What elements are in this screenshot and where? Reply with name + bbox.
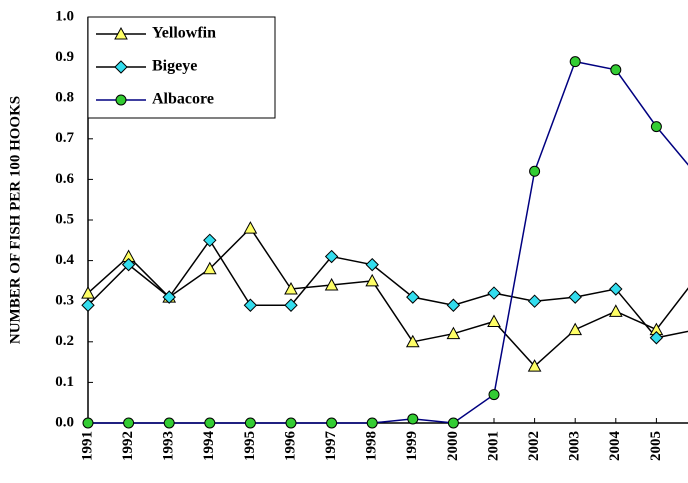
marker [243,221,258,234]
series-line [88,60,688,424]
marker [569,56,581,68]
marker [81,298,95,312]
marker [244,417,256,429]
marker [405,334,420,348]
x-tick-label: 2004 [607,431,623,462]
x-tick-label: 1994 [201,431,217,462]
y-tick-label: 1.0 [55,8,74,24]
x-tick-label: 1995 [242,431,258,461]
marker [610,64,622,76]
marker [446,298,461,312]
y-tick-label: 0.6 [55,171,74,187]
x-tick-label: 1996 [282,431,298,462]
marker [366,417,378,429]
marker [284,298,298,312]
marker [81,286,95,299]
y-tick-label: 0.0 [55,414,74,430]
y-tick-label: 0.2 [55,333,74,349]
marker [529,165,541,177]
series-line [87,226,688,368]
marker [487,314,501,327]
y-tick-label: 0.8 [55,90,74,106]
marker [203,233,217,248]
marker [568,322,583,336]
x-tick-label: 1997 [323,431,339,462]
y-tick-label: 0.7 [55,130,74,146]
marker [649,331,664,345]
marker [447,417,459,429]
x-tick-label: 1993 [161,431,177,461]
marker [609,282,623,296]
legend-label: Albacore [152,91,214,108]
y-tick-label: 0.1 [55,374,74,390]
marker [406,290,420,304]
y-tick-label: 0.9 [55,49,74,65]
x-tick-label: 1998 [364,431,380,461]
marker [114,60,128,74]
y-tick-label: 0.3 [55,293,74,309]
marker [446,326,461,340]
x-tick-label: 1999 [404,431,420,461]
marker [204,417,216,429]
x-tick-label: 2001 [485,431,501,461]
marker [284,281,298,295]
marker [365,273,380,287]
marker [365,257,379,272]
series-line [87,238,688,339]
x-tick-label: 2002 [526,431,542,461]
marker [488,389,500,401]
marker [285,417,297,429]
marker [82,417,94,429]
marker [608,304,623,317]
legend-label: Yellowfin [152,25,216,42]
marker [527,359,542,372]
marker [123,417,135,429]
legend: Yellowfin Bigeye Albacore [87,16,276,119]
x-tick-label: 1991 [79,431,95,461]
marker [114,26,128,40]
marker [324,277,339,291]
x-tick-label: 1992 [120,431,136,461]
y-tick-label: 0.5 [55,211,74,227]
legend-label: Bigeye [152,58,197,75]
marker [326,417,338,429]
marker [163,417,175,429]
y-tick-label: 0.4 [55,252,74,268]
x-tick-label: 2005 [648,431,664,461]
marker [324,249,339,264]
marker [202,261,217,275]
x-tick-label: 2003 [567,431,583,461]
marker [162,290,176,304]
marker [527,294,542,308]
marker [243,298,258,312]
marker [568,290,582,304]
x-tick-label: 2000 [445,431,461,461]
marker [121,257,136,272]
marker [650,121,662,133]
y-axis-label: NUMBER OF FISH PER 100 HOOKS [7,96,23,344]
marker [407,413,419,425]
marker [115,94,127,106]
marker [487,286,501,300]
